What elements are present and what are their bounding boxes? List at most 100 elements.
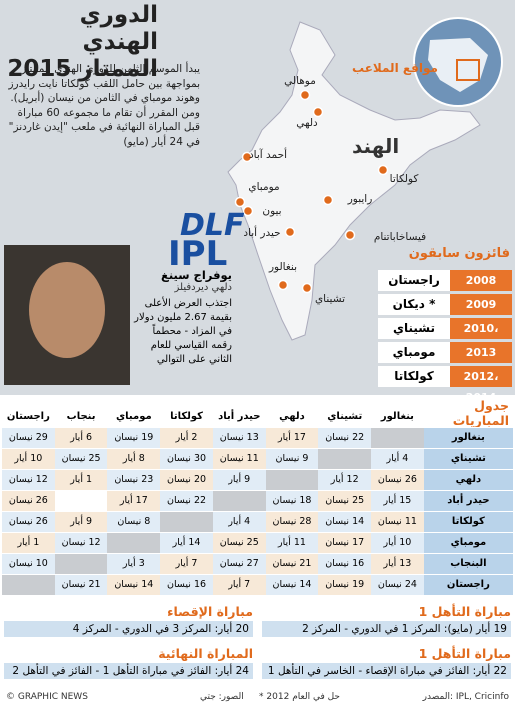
city-dot xyxy=(312,106,324,118)
schedule-cell: 1 أيار xyxy=(54,469,108,491)
intro: يبدأ الموسم الثامن للدوري الهندي الممتاز… xyxy=(8,63,200,148)
footnote: * حل في العام 2012 xyxy=(259,692,340,702)
playoff: المباراة النهائية 24 أيار: الفائز في مبار… xyxy=(4,646,253,679)
schedule-cell: 28 نيسان xyxy=(265,511,319,533)
schedule-cell: 6 أيار xyxy=(54,427,108,449)
schedule-cell: 10 نيسان xyxy=(2,553,55,575)
schedule-cell: 10 أيار xyxy=(371,532,424,554)
playoff-title: مباراة الإقصاء xyxy=(167,604,253,619)
row-label: دلهي xyxy=(423,469,513,491)
schedule-row: البنجاب 13 أيار 16 نيسان 21 نيسان 27 نيسان 7 … xyxy=(2,553,513,575)
schedule-cell: 12 نيسان xyxy=(54,532,108,554)
row-label: البنجاب xyxy=(423,553,513,575)
schedule-cell xyxy=(54,490,108,512)
logo-brand: DLF xyxy=(180,208,245,243)
title-line: الدوري الهندي xyxy=(79,2,158,55)
schedule-cell: 25 نيسان xyxy=(318,490,372,512)
schedule-cell xyxy=(265,469,319,491)
schedule-cell: 21 نيسان xyxy=(265,553,319,575)
player-team: دلهي ديردفيلز xyxy=(174,282,232,293)
city-label: بنغالور xyxy=(268,261,297,273)
column-header: كولكاتا xyxy=(160,406,213,428)
winner-team: ديكان * xyxy=(378,294,450,315)
city-dot xyxy=(344,229,356,241)
city-label: موهالي xyxy=(284,75,316,87)
globe-highlight xyxy=(456,59,480,81)
schedule-cell: 8 أيار xyxy=(107,448,161,470)
player-info: يوفراج سينغ دلهي ديردفيلز اجتذب العرض ال… xyxy=(132,268,232,367)
header-row: بنغالور تشيناي دلهي حيدر أباد كولكاتا مومباي ب… xyxy=(2,406,513,428)
schedule-cell: 8 نيسان xyxy=(107,511,161,533)
city-label: دلهي xyxy=(296,117,318,129)
city-dot xyxy=(322,194,334,206)
photo-credit: الصور: جتي xyxy=(200,692,244,702)
winner-year: 2009 xyxy=(450,294,512,315)
country-label: الهند xyxy=(352,134,399,158)
schedule-cell: 21 نيسان xyxy=(54,574,108,596)
schedule-cell: 13 أيار xyxy=(371,553,424,575)
column-header: مومباي xyxy=(107,406,161,428)
playoff-text: 24 أيار: الفائز في مباراة التأهل 1 - الف… xyxy=(4,663,253,679)
row-label: كولكاتا xyxy=(423,511,513,533)
winner-year: 2010، 2011 xyxy=(450,318,512,356)
playoff: مباراة التأهل 1 22 أيار: الفائز في مباراة… xyxy=(262,646,511,679)
city-label: تشيناي xyxy=(315,293,345,305)
schedule-cell: 3 أيار xyxy=(107,553,161,575)
schedule-cell: 25 نيسان xyxy=(212,532,266,554)
winner-team: كولكاتا xyxy=(378,366,450,387)
city-label: بيون xyxy=(262,205,281,217)
schedule-cell: 15 أيار xyxy=(371,490,424,512)
city-label: حيدر أباد xyxy=(243,225,280,239)
schedule-row: حيدر أباد 15 أيار 25 نيسان 18 نيسان 22 نيسان… xyxy=(2,490,513,512)
playoff: مباراة الإقصاء 20 أيار: المركز 3 في الدور… xyxy=(4,604,253,637)
schedule-cell: 26 نيسان xyxy=(2,490,55,512)
schedule-cell: 10 أيار xyxy=(2,448,55,470)
schedule-cell: 11 نيسان xyxy=(371,511,424,533)
map: الهند مواقع الملاعب موهالي دلهي أحمد آباد م… xyxy=(4,17,503,385)
city-dot xyxy=(277,279,289,291)
column-header: حيدر أباد xyxy=(212,406,266,428)
schedule-cell: 19 نيسان xyxy=(107,427,161,449)
schedule-cell: 16 نيسان xyxy=(318,553,372,575)
column-header: بنجاب xyxy=(54,406,108,428)
corner xyxy=(423,406,513,428)
playoff: مباراة التأهل 1 19 أيار (مايو): المركز 1 … xyxy=(262,604,511,637)
schedule-cell: 24 نيسان xyxy=(371,574,424,596)
schedule-row: تشيناي 4 أيار 9 نيسان 11 نيسان 30 نيسان 8 أيا… xyxy=(2,448,513,470)
city-label: أحمد آباد xyxy=(249,147,287,161)
column-header: بنغالور xyxy=(371,406,424,428)
winners-title: فائزون سابقون xyxy=(408,246,510,261)
schedule-cell: 9 أيار xyxy=(212,469,266,491)
city-label: فيساخاباتنام xyxy=(374,231,426,243)
playoff-text: 19 أيار (مايو): المركز 1 في الدوري - الم… xyxy=(262,621,511,637)
city-dot xyxy=(299,89,311,101)
playoff-text: 20 أيار: المركز 3 في الدوري - المركز 4 xyxy=(4,621,253,637)
venues-label: مواقع الملاعب xyxy=(352,61,438,76)
india-outline xyxy=(227,21,481,341)
winner-team: تشيناي xyxy=(378,318,450,339)
schedule-cell xyxy=(371,427,424,449)
column-header: دلهي xyxy=(265,406,319,428)
schedule-cell: 19 نيسان xyxy=(318,574,372,596)
schedule-cell: 14 نيسان xyxy=(318,511,372,533)
winner-team: مومباي xyxy=(378,342,450,363)
schedule-cell: 26 نيسان xyxy=(371,469,424,491)
logo-league: IPL xyxy=(168,234,227,274)
schedule-row: مومباي 10 أيار 17 نيسان 11 أيار 25 نيسان 14 أ… xyxy=(2,532,513,554)
winner-row: مومباي 2013 xyxy=(378,342,512,363)
schedule-cell: 11 أيار xyxy=(265,532,319,554)
schedule-cell: 20 نيسان xyxy=(160,469,213,491)
schedule-cell: 4 أيار xyxy=(212,511,266,533)
playoff-text: 22 أيار: الفائز في مباراة الإقصاء - الخا… xyxy=(262,663,511,679)
schedule-cell: 7 أيار xyxy=(212,574,266,596)
schedule-cell: 2 أيار xyxy=(160,427,213,449)
schedule-row: كولكاتا 11 نيسان 14 نيسان 28 نيسان 4 أيار 8 ن… xyxy=(2,511,513,533)
schedule-cell: 29 نيسان xyxy=(2,427,55,449)
row-label: راجستان xyxy=(423,574,513,596)
row-label: حيدر أباد xyxy=(423,490,513,512)
city-dot xyxy=(284,226,296,238)
schedule-table: بنغالور تشيناي دلهي حيدر أباد كولكاتا مومباي ب… xyxy=(2,406,513,596)
city-dot xyxy=(242,205,254,217)
column-header: راجستان xyxy=(2,406,55,428)
